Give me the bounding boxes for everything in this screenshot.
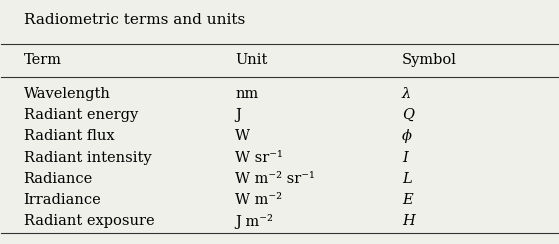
Text: H: H (402, 214, 415, 228)
Text: Radiometric terms and units: Radiometric terms and units (23, 13, 245, 28)
Text: W m⁻² sr⁻¹: W m⁻² sr⁻¹ (235, 172, 315, 186)
Text: λ: λ (402, 87, 411, 101)
Text: Irradiance: Irradiance (23, 193, 101, 207)
Text: Term: Term (23, 53, 61, 67)
Text: W sr⁻¹: W sr⁻¹ (235, 151, 283, 165)
Text: I: I (402, 151, 408, 165)
Text: E: E (402, 193, 413, 207)
Text: W m⁻²: W m⁻² (235, 193, 282, 207)
Text: Radiant energy: Radiant energy (23, 108, 138, 122)
Text: J m⁻²: J m⁻² (235, 214, 273, 229)
Text: Radiant exposure: Radiant exposure (23, 214, 154, 228)
Text: W: W (235, 130, 250, 143)
Text: Radiant flux: Radiant flux (23, 130, 114, 143)
Text: Q: Q (402, 108, 414, 122)
Text: J: J (235, 108, 241, 122)
Text: L: L (402, 172, 411, 186)
Text: Radiance: Radiance (23, 172, 93, 186)
Text: nm: nm (235, 87, 258, 101)
Text: Symbol: Symbol (402, 53, 457, 67)
Text: Radiant intensity: Radiant intensity (23, 151, 151, 165)
Text: ϕ: ϕ (402, 130, 412, 143)
Text: Unit: Unit (235, 53, 267, 67)
Text: Wavelength: Wavelength (23, 87, 111, 101)
